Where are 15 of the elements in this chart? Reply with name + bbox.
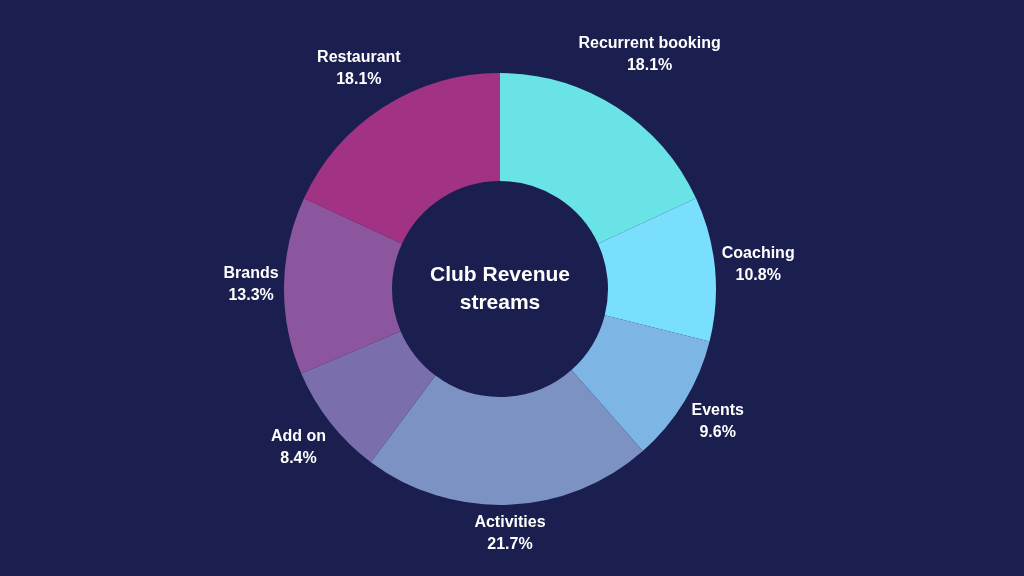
slice-label: Recurrent booking [578, 34, 721, 52]
slice-label: Brands [223, 264, 279, 282]
data-label: 18.1% [336, 69, 382, 87]
data-label: 18.1% [626, 56, 673, 74]
data-label: 21.7% [487, 534, 533, 552]
slice-label: Add on [270, 426, 327, 444]
data-label: 10.8% [735, 266, 781, 283]
slice-label: Events [691, 400, 745, 418]
slice-label: Coaching [721, 244, 795, 261]
data-label: 9.6% [699, 422, 736, 440]
data-label: 13.3% [228, 286, 274, 304]
slice-label: Restaurant [317, 47, 402, 65]
data-label: 8.4% [280, 448, 317, 466]
text: Club Revenue streams [429, 261, 571, 313]
slice-label: Activities [474, 512, 546, 530]
